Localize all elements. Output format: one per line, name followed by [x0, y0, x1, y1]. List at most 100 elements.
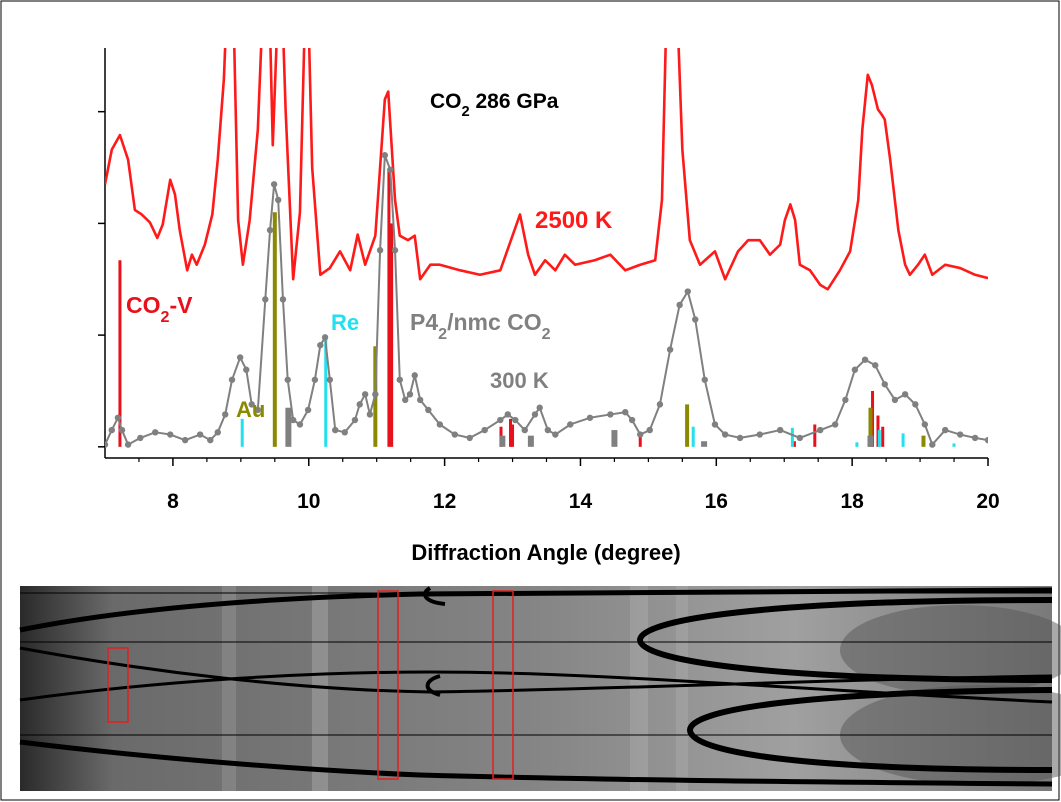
- stick: [867, 435, 874, 447]
- data-point: [406, 391, 414, 398]
- subscript: 2: [438, 325, 447, 343]
- stick: [272, 212, 277, 447]
- stick: [901, 433, 905, 447]
- data-point: [842, 396, 849, 404]
- data-point: [181, 436, 189, 444]
- data-point: [326, 376, 334, 383]
- data-point: [381, 152, 389, 159]
- data-point: [586, 414, 594, 421]
- data-point: [411, 372, 418, 379]
- data-point: [236, 354, 244, 361]
- data-point: [124, 441, 132, 448]
- data-point: [317, 341, 324, 349]
- stick-label: Re: [331, 310, 359, 335]
- stick: [921, 435, 926, 447]
- data-point: [984, 436, 988, 444]
- data-point: [921, 421, 929, 428]
- stick: [499, 435, 506, 447]
- data-point: [387, 166, 394, 173]
- data-point: [243, 366, 250, 373]
- data-point: [402, 396, 409, 404]
- chart-title: CO2 286 GPa: [430, 90, 559, 120]
- stick: [855, 442, 859, 447]
- stick: [509, 418, 513, 447]
- x-tick-label: 14: [569, 490, 593, 513]
- data-point: [796, 434, 804, 442]
- data-point: [721, 431, 729, 438]
- data-point: [391, 247, 399, 254]
- stick-label: Au: [236, 397, 265, 422]
- text-part: Re: [331, 310, 359, 335]
- data-point: [466, 434, 473, 442]
- stick: [118, 260, 122, 447]
- data-point: [396, 376, 403, 383]
- stick: [790, 427, 794, 447]
- data-point: [656, 401, 664, 408]
- data-point: [284, 376, 291, 383]
- data-point: [254, 406, 262, 414]
- data-point: [376, 247, 384, 254]
- x-tick-label: 16: [705, 490, 728, 513]
- subscript: 2: [542, 325, 551, 343]
- text-part: CO: [126, 292, 161, 318]
- data-point: [942, 426, 949, 434]
- stick: [701, 441, 708, 447]
- data-point: [222, 411, 229, 418]
- data-point: [567, 421, 574, 428]
- data-point: [304, 406, 312, 414]
- stick: [871, 390, 875, 447]
- x-tick-label: 12: [433, 490, 456, 513]
- data-point: [607, 411, 614, 418]
- x-axis-label: Diffraction Angle (degree): [411, 540, 680, 565]
- data-point: [366, 411, 374, 418]
- stick-label: CO2-V: [126, 292, 193, 326]
- data-point: [296, 421, 304, 428]
- stick: [881, 426, 885, 447]
- stick: [390, 223, 394, 447]
- data-point: [521, 426, 528, 434]
- data-point: [497, 416, 504, 424]
- data-point: [228, 376, 236, 383]
- text-part: /nmc CO: [447, 309, 542, 335]
- stick: [527, 435, 534, 447]
- series-label: 300 K: [490, 368, 549, 393]
- text-part: 286 GPa: [470, 90, 559, 113]
- data-point: [481, 426, 488, 434]
- data-point: [361, 391, 369, 398]
- data-point: [956, 431, 964, 438]
- stick: [952, 443, 956, 447]
- data-point: [372, 391, 379, 398]
- plot-area: [105, 48, 988, 448]
- data-line: [105, 48, 988, 291]
- data-point: [248, 401, 255, 408]
- subscript: 2: [161, 308, 170, 326]
- data-point: [861, 356, 869, 363]
- data-point: [851, 366, 859, 373]
- data-point: [711, 421, 719, 428]
- text-part: P4: [410, 309, 438, 335]
- data-point: [152, 429, 159, 436]
- data-point: [108, 426, 115, 434]
- data-point: [196, 431, 204, 438]
- data-point: [105, 441, 109, 448]
- stick: [387, 169, 391, 447]
- data-point: [332, 426, 339, 434]
- data-point: [279, 296, 287, 303]
- stick-label: P42/nmc CO2: [410, 309, 551, 343]
- text-part: Au: [236, 397, 265, 422]
- detector-image: [19, 586, 1061, 791]
- stick: [511, 424, 515, 447]
- data-point: [872, 362, 879, 369]
- data-point: [266, 226, 274, 234]
- data-point: [356, 401, 363, 408]
- stick: [685, 404, 690, 447]
- data-point: [756, 431, 763, 438]
- data-point: [701, 376, 708, 383]
- data-point: [901, 391, 909, 398]
- stick: [877, 430, 881, 447]
- data-point: [512, 416, 519, 424]
- data-point: [676, 301, 683, 309]
- subscript: 2: [462, 104, 470, 120]
- data-point: [637, 431, 644, 438]
